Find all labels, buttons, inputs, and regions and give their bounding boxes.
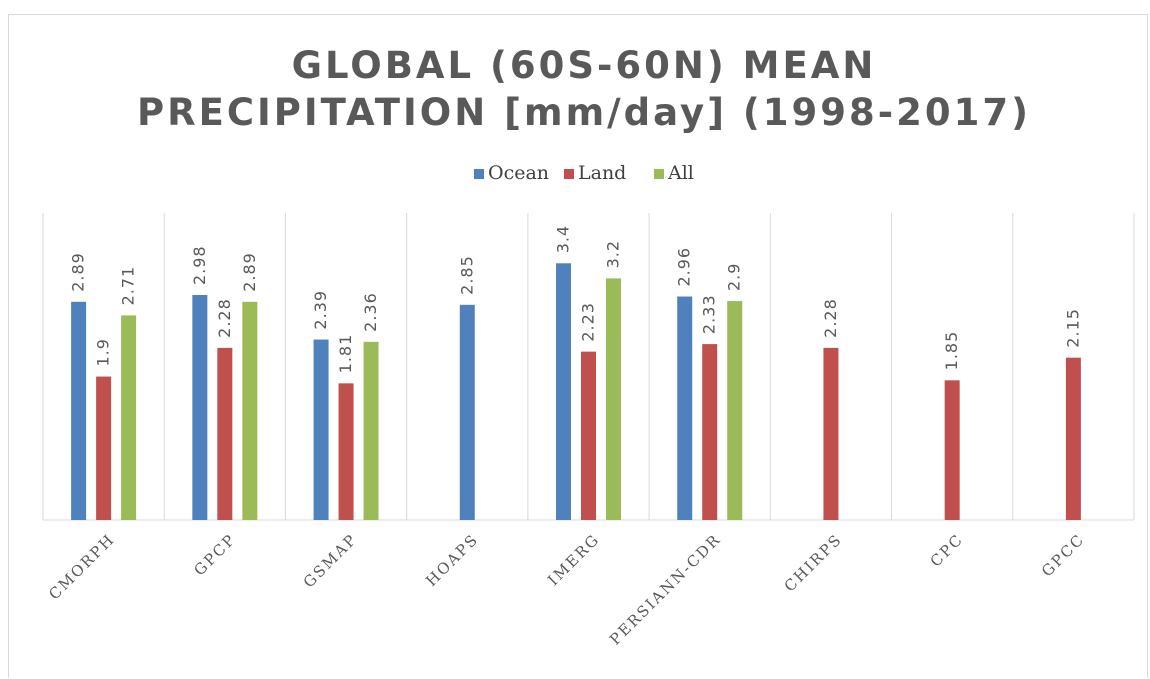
bar-land-gpcp — [217, 347, 233, 520]
bar-land-imerg — [581, 351, 596, 520]
data-label-land-chirps: 2.28 — [821, 298, 840, 338]
chart-title-line-2: PRECIPITATION [mm/day] (1998-2017) — [137, 91, 1031, 134]
category-label-gsmap: GSMAP — [300, 530, 361, 591]
bar-land-gpcc — [1065, 357, 1081, 520]
legend-label-land: Land — [578, 162, 626, 184]
bar-land-cpc — [944, 380, 960, 520]
data-label-land-gpcc: 2.15 — [1063, 308, 1082, 348]
data-label-land-cmorph: 1.9 — [94, 338, 113, 366]
legend-swatch-all — [654, 169, 664, 179]
plot-area: 2.89 2.98 2.39 2.85 3.4 2.96 1.9 2.28 1.81 2.23 2.… — [42, 213, 1135, 649]
data-label-all-cmorph: 2.71 — [119, 266, 138, 306]
category-label-persiann-cdr: PERSIANN-CDR — [606, 530, 724, 648]
data-label-ocean-hoaps: 2.85 — [457, 255, 476, 295]
category-label-cpc: CPC — [927, 530, 967, 570]
bar-land-cmorph — [96, 376, 112, 520]
legend-swatch-land — [564, 169, 574, 179]
data-label-land-cpc: 1.85 — [942, 331, 961, 371]
data-label-land-persiann-cdr: 2.33 — [700, 294, 719, 334]
data-label-ocean-cmorph: 2.89 — [69, 252, 88, 292]
category-label-hoaps: HOAPS — [422, 530, 482, 590]
category-label-cmorph: CMORPH — [45, 530, 118, 603]
bar-land-persiann-cdr — [702, 344, 718, 520]
data-label-ocean-imerg: 3.4 — [554, 225, 573, 253]
data-label-all-gpcp: 2.89 — [240, 252, 259, 292]
data-label-ocean-gsmap: 2.39 — [311, 290, 330, 330]
data-label-land-gpcp: 2.28 — [215, 298, 234, 338]
category-label-imerg: IMERG — [544, 530, 603, 589]
legend-label-ocean: Ocean — [488, 162, 549, 184]
bar-ocean-cmorph — [71, 301, 87, 520]
bar-ocean-hoaps — [459, 304, 475, 520]
data-label-all-imerg: 3.2 — [604, 240, 623, 268]
chart-title: GLOBAL (60S-60N) MEAN PRECIPITATION [mm/… — [137, 44, 1031, 134]
bar-all-cmorph — [121, 315, 137, 520]
data-label-ocean-persiann-cdr: 2.96 — [675, 247, 694, 287]
data-label-land-imerg: 2.23 — [579, 302, 598, 342]
bar-all-gsmap — [363, 341, 379, 520]
data-label-land-gsmap: 1.81 — [336, 334, 355, 374]
bar-all-imerg — [606, 278, 621, 520]
legend-label-all: All — [667, 162, 694, 184]
bar-ocean-imerg — [556, 263, 571, 520]
bar-land-chirps — [823, 347, 839, 520]
bar-ocean-persiann-cdr — [677, 296, 693, 520]
chart-title-line-1: GLOBAL (60S-60N) MEAN — [292, 44, 877, 87]
category-label-chirps: CHIRPS — [781, 530, 846, 595]
category-label-gpcc: GPCC — [1038, 530, 1088, 580]
bar-ocean-gsmap — [313, 339, 329, 520]
legend-swatch-ocean — [474, 169, 484, 179]
data-label-ocean-gpcp: 2.98 — [190, 245, 209, 285]
category-label-gpcp: GPCP — [190, 530, 239, 579]
bar-ocean-gpcp — [192, 295, 208, 520]
data-label-all-gsmap: 2.36 — [361, 292, 380, 332]
bar-all-gpcp — [242, 301, 258, 520]
legend: Ocean Land All — [474, 162, 694, 184]
data-label-all-persiann-cdr: 2.9 — [725, 263, 744, 291]
bar-all-persiann-cdr — [727, 301, 743, 520]
bar-land-gsmap — [338, 383, 354, 520]
